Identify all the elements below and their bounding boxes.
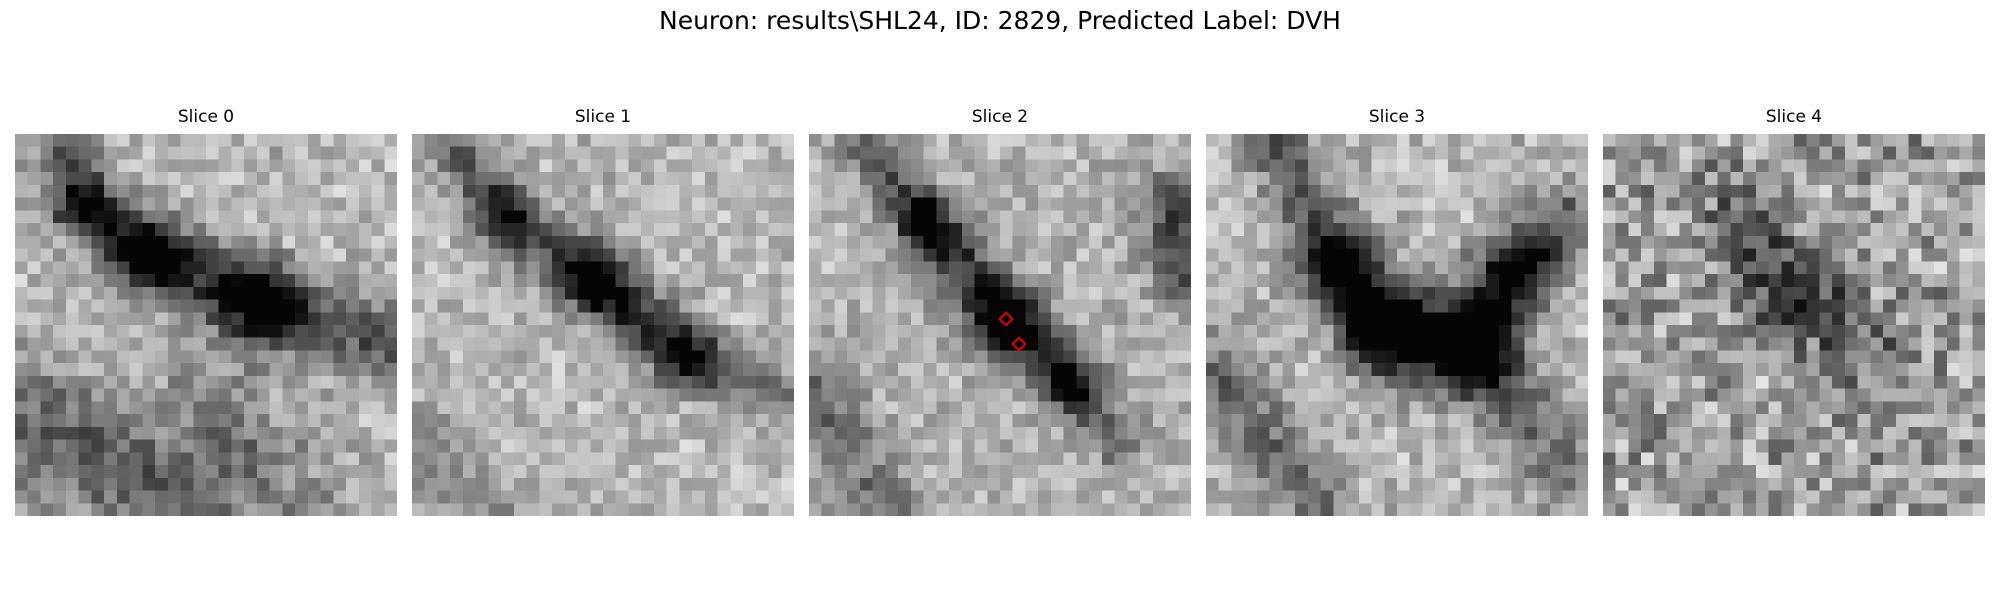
slice-panel-3: Slice 3 xyxy=(1206,107,1588,516)
slice-image xyxy=(1206,134,1588,516)
slice-title: Slice 2 xyxy=(971,107,1029,127)
slice-title: Slice 0 xyxy=(177,107,235,127)
slice-panel-0: Slice 0 xyxy=(15,107,397,516)
slice-panel-4: Slice 4 xyxy=(1603,107,1985,516)
slice-title: Slice 4 xyxy=(1765,107,1823,127)
slice-panel-1: Slice 1 xyxy=(412,107,794,516)
slice-panel-2: Slice 2 xyxy=(809,107,1191,516)
slice-image xyxy=(1603,134,1985,516)
slice-image xyxy=(412,134,794,516)
slice-title: Slice 3 xyxy=(1368,107,1426,127)
slice-image xyxy=(809,134,1191,516)
figure-title: Neuron: results\SHL24, ID: 2829, Predict… xyxy=(659,6,1341,35)
slice-title: Slice 1 xyxy=(574,107,632,127)
slice-image xyxy=(15,134,397,516)
